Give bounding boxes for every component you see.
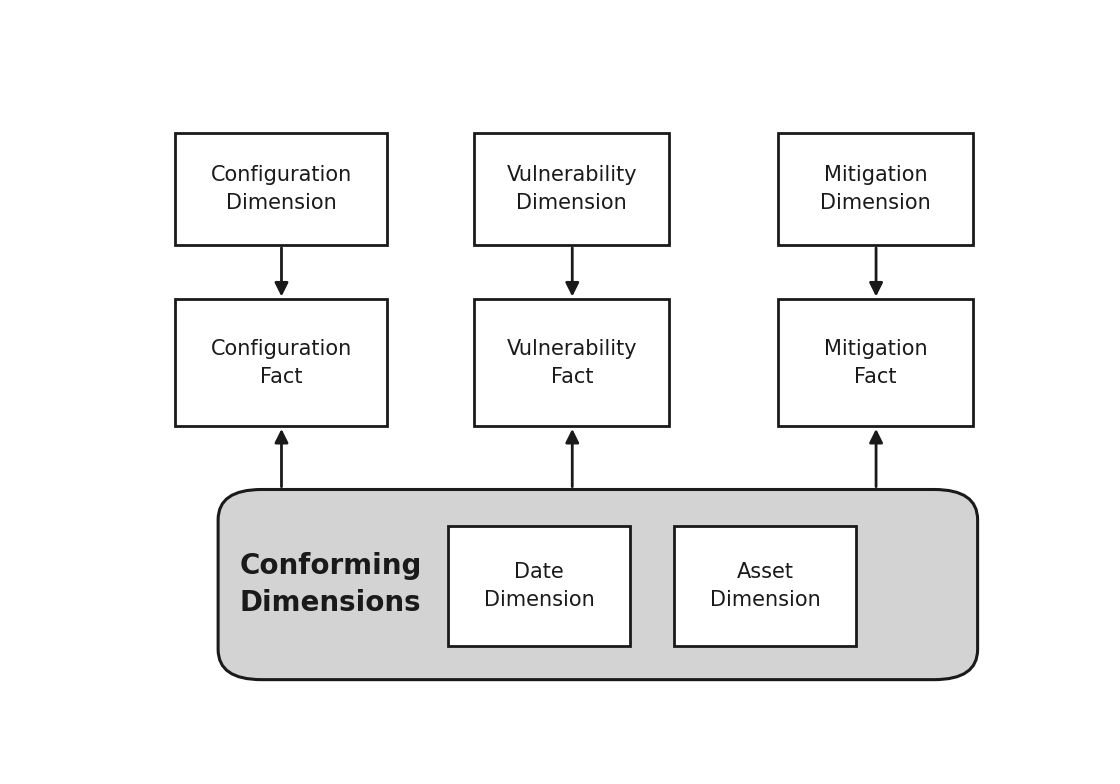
FancyBboxPatch shape — [175, 133, 388, 245]
Text: Vulnerability
Fact: Vulnerability Fact — [506, 339, 637, 387]
FancyBboxPatch shape — [474, 133, 670, 245]
FancyBboxPatch shape — [448, 526, 631, 647]
Text: Mitigation
Dimension: Mitigation Dimension — [820, 165, 931, 213]
Text: Configuration
Fact: Configuration Fact — [211, 339, 352, 387]
Text: Configuration
Dimension: Configuration Dimension — [211, 165, 352, 213]
FancyBboxPatch shape — [474, 299, 670, 426]
Text: Mitigation
Fact: Mitigation Fact — [824, 339, 927, 387]
FancyBboxPatch shape — [674, 526, 856, 647]
Text: Conforming
Dimensions: Conforming Dimensions — [240, 552, 422, 617]
FancyBboxPatch shape — [778, 133, 973, 245]
Text: Vulnerability
Dimension: Vulnerability Dimension — [506, 165, 637, 213]
FancyBboxPatch shape — [778, 299, 973, 426]
FancyBboxPatch shape — [175, 299, 388, 426]
Text: Date
Dimension: Date Dimension — [484, 562, 595, 610]
FancyBboxPatch shape — [218, 489, 978, 680]
Text: Asset
Dimension: Asset Dimension — [710, 562, 820, 610]
